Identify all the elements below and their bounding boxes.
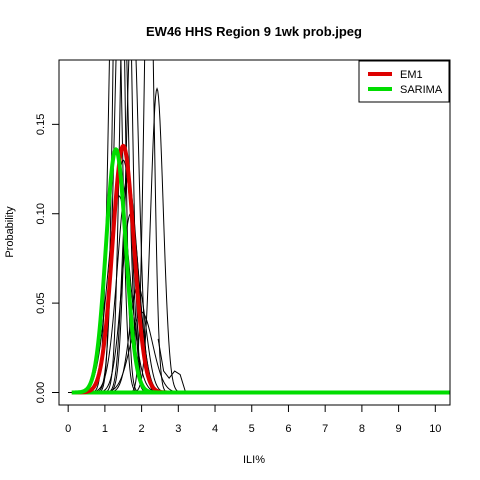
legend-label-em1: EM1 <box>400 69 423 81</box>
legend: EM1 SARIMA <box>358 60 450 103</box>
background-series-tail <box>157 338 187 393</box>
x-tick-label: 7 <box>322 423 328 435</box>
legend-box <box>358 60 450 103</box>
legend-label-sarima: SARIMA <box>400 84 443 96</box>
y-tick-label: 0.00 <box>35 382 47 403</box>
x-tick-label: 5 <box>249 423 255 435</box>
x-tick-label: 0 <box>65 423 71 435</box>
x-tick-label: 8 <box>359 423 365 435</box>
x-tick-label: 3 <box>175 423 181 435</box>
x-axis: 0 1 2 3 4 5 6 7 8 9 10 <box>65 404 441 435</box>
y-axis: 0.00 0.05 0.10 0.15 <box>35 114 60 403</box>
y-tick-label: 0.10 <box>35 203 47 224</box>
x-axis-label: ILI% <box>243 454 265 466</box>
x-tick-label: 1 <box>102 423 108 435</box>
y-tick-label: 0.05 <box>35 292 47 313</box>
x-tick-label: 4 <box>212 423 218 435</box>
y-axis-label: Probability <box>4 206 16 258</box>
chart-title: EW46 HHS Region 9 1wk prob.jpeg <box>146 24 362 39</box>
x-tick-label: 10 <box>429 423 441 435</box>
series-layer <box>68 60 450 395</box>
background-series-line-12 <box>68 284 450 393</box>
y-tick-label: 0.15 <box>35 114 47 135</box>
x-tick-label: 9 <box>396 423 402 435</box>
x-tick-label: 2 <box>139 423 145 435</box>
series-line-sarima <box>70 147 450 395</box>
background-series-line-13 <box>68 311 450 393</box>
x-tick-label: 6 <box>285 423 291 435</box>
